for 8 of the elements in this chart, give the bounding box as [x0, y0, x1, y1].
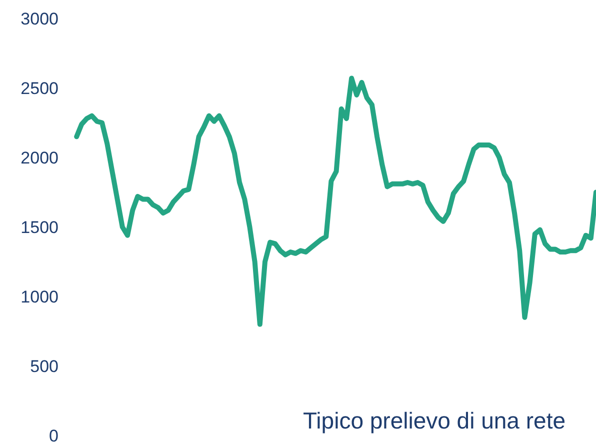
y-tick-label: 0 [49, 426, 59, 445]
y-tick-label: 2500 [20, 79, 59, 98]
y-tick-label: 1500 [20, 218, 59, 237]
y-tick-label: 1000 [20, 288, 59, 306]
y-tick-label: 2000 [20, 148, 59, 168]
annotation: Tipico prelievo di una rete [302, 408, 566, 434]
y-tick-label: 3000 [20, 10, 59, 28]
y-tick-label: 500 [30, 357, 59, 376]
